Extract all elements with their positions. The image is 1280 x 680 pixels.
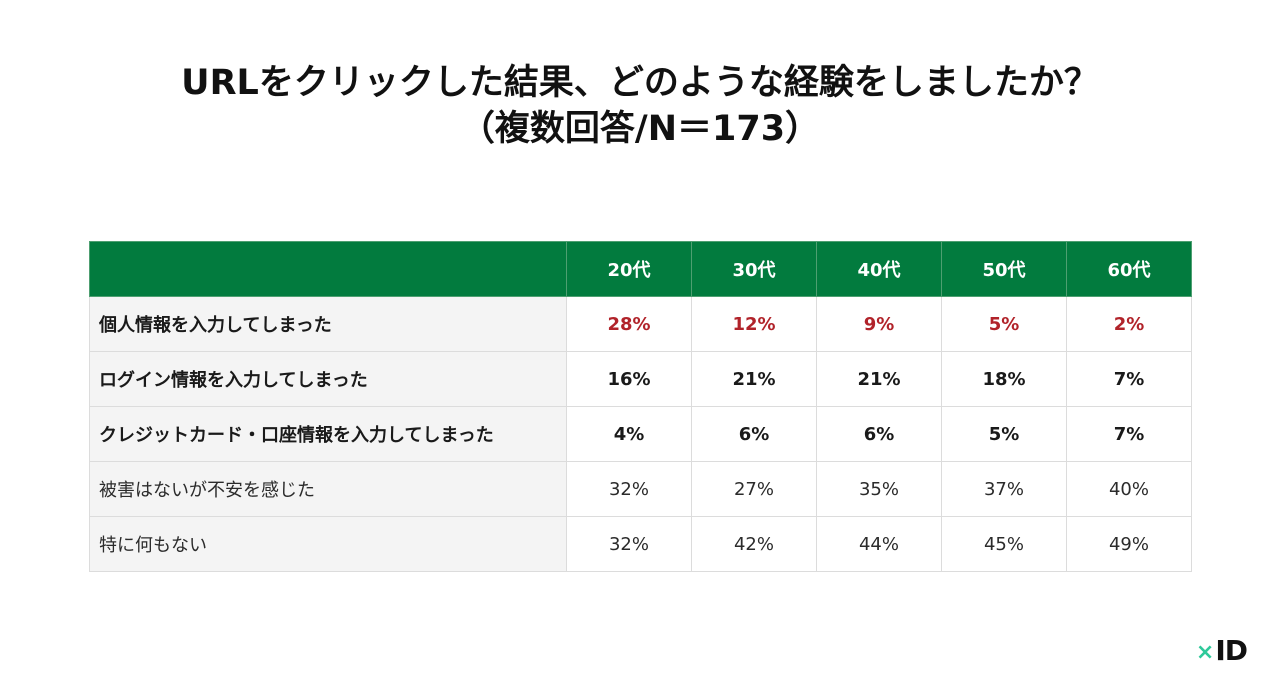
table-row: 被害はないが不安を感じた 32% 27% 35% 37% 40% <box>89 461 1192 517</box>
value-cell: 35% <box>816 461 942 517</box>
value-cell: 6% <box>691 406 817 462</box>
value-cell: 9% <box>816 296 942 352</box>
results-table: 20代 30代 40代 50代 60代 個人情報を入力してしまった 28% 12… <box>89 241 1192 572</box>
row-label: クレジットカード・口座情報を入力してしまった <box>89 406 567 462</box>
column-header: 20代 <box>566 241 692 297</box>
value-cell: 5% <box>941 406 1067 462</box>
column-header: 30代 <box>691 241 817 297</box>
value-cell: 2% <box>1066 296 1192 352</box>
logo-x-icon: × <box>1195 640 1215 665</box>
value-cell: 21% <box>816 351 942 407</box>
value-cell: 37% <box>941 461 1067 517</box>
table-row: 個人情報を入力してしまった 28% 12% 9% 5% 2% <box>89 296 1192 352</box>
value-cell: 4% <box>566 406 692 462</box>
value-cell: 32% <box>566 516 692 572</box>
title-line-2: （複数回答/N＝173） <box>459 109 821 149</box>
brand-logo: × ID <box>1195 634 1248 667</box>
column-header: 60代 <box>1066 241 1192 297</box>
value-cell: 44% <box>816 516 942 572</box>
value-cell: 45% <box>941 516 1067 572</box>
value-cell: 28% <box>566 296 692 352</box>
value-cell: 32% <box>566 461 692 517</box>
value-cell: 21% <box>691 351 817 407</box>
value-cell: 7% <box>1066 351 1192 407</box>
header-row: 20代 30代 40代 50代 60代 <box>89 241 1192 297</box>
value-cell: 7% <box>1066 406 1192 462</box>
value-cell: 18% <box>941 351 1067 407</box>
value-cell: 42% <box>691 516 817 572</box>
table-row: クレジットカード・口座情報を入力してしまった 4% 6% 6% 5% 7% <box>89 406 1192 462</box>
value-cell: 40% <box>1066 461 1192 517</box>
value-cell: 16% <box>566 351 692 407</box>
header-blank-cell <box>89 241 567 297</box>
row-label: 被害はないが不安を感じた <box>89 461 567 517</box>
logo-text: ID <box>1215 634 1248 667</box>
column-header: 40代 <box>816 241 942 297</box>
value-cell: 12% <box>691 296 817 352</box>
chart-title: URLをクリックした結果、どのような経験をしましたか？ （複数回答/N＝173） <box>0 60 1280 152</box>
row-label: 個人情報を入力してしまった <box>89 296 567 352</box>
row-label: 特に何もない <box>89 516 567 572</box>
value-cell: 6% <box>816 406 942 462</box>
row-label: ログイン情報を入力してしまった <box>89 351 567 407</box>
column-header: 50代 <box>941 241 1067 297</box>
title-line-1: URLをクリックした結果、どのような経験をしましたか？ <box>181 63 1099 103</box>
value-cell: 49% <box>1066 516 1192 572</box>
value-cell: 27% <box>691 461 817 517</box>
value-cell: 5% <box>941 296 1067 352</box>
table-row: 特に何もない 32% 42% 44% 45% 49% <box>89 516 1192 572</box>
table-row: ログイン情報を入力してしまった 16% 21% 21% 18% 7% <box>89 351 1192 407</box>
